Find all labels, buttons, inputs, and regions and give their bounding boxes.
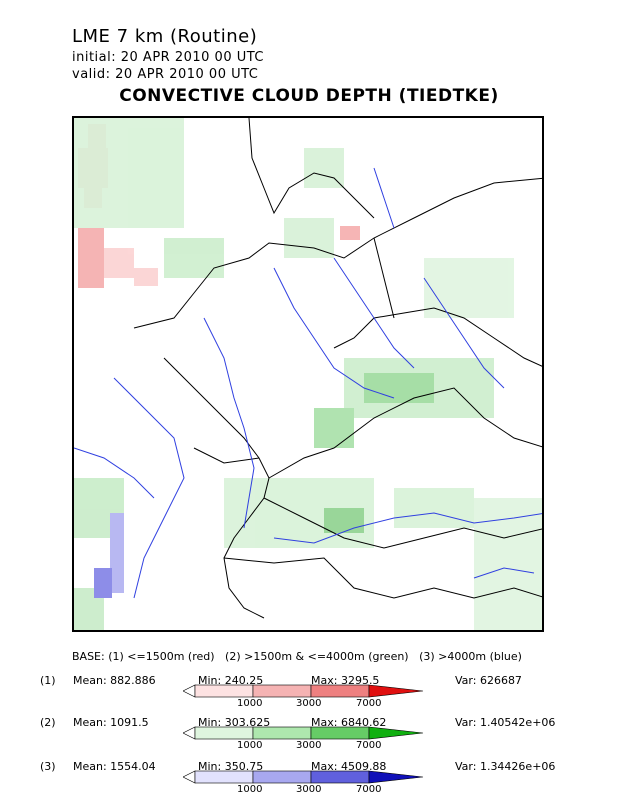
blue-shading xyxy=(94,513,124,598)
colour-scale-bar xyxy=(183,726,424,740)
variance-value: Var: 1.34426e+06 xyxy=(455,760,556,773)
index-label: (2) xyxy=(40,716,56,729)
scale-low-arrow xyxy=(183,726,196,740)
scale-segment xyxy=(310,726,370,740)
map-panel xyxy=(72,116,544,632)
mean-value: Mean: 1554.04 xyxy=(73,760,156,773)
scale-tick-label: 3000 xyxy=(296,698,322,709)
scale-high-arrow xyxy=(368,726,424,740)
scale-segment xyxy=(252,684,312,698)
scale-segment xyxy=(194,770,254,784)
stats-row: (1) Mean: 882.886 Min: 240.25 Max: 3295.5 Va… xyxy=(0,674,618,714)
run-title: LME 7 km (Routine) xyxy=(72,26,258,47)
max-value: Max: 6840.62 xyxy=(311,716,387,729)
convective-depth-map xyxy=(74,118,542,630)
index-label: (3) xyxy=(40,760,56,773)
rivers xyxy=(74,167,542,599)
scale-low-arrow xyxy=(183,770,196,784)
variance-value: Var: 626687 xyxy=(455,674,522,687)
variance-value: Var: 1.40542e+06 xyxy=(455,716,556,729)
mean-value: Mean: 1091.5 xyxy=(73,716,149,729)
scale-segment xyxy=(310,684,370,698)
scale-tick-label: 7000 xyxy=(356,784,382,795)
colour-scale-bar xyxy=(183,770,424,784)
scale-tick-label: 3000 xyxy=(296,784,322,795)
scale-tick-label: 7000 xyxy=(356,740,382,751)
min-value: Min: 240.25 xyxy=(198,674,264,687)
scale-segment xyxy=(252,770,312,784)
scale-tick-label: 1000 xyxy=(237,784,263,795)
initial-time: initial: 20 APR 2010 00 UTC xyxy=(72,50,264,65)
green-shading xyxy=(74,118,542,630)
colour-scale-bar xyxy=(183,684,424,698)
index-label: (1) xyxy=(40,674,56,687)
scale-low-arrow xyxy=(183,684,196,698)
max-value: Max: 4509.88 xyxy=(311,760,387,773)
base-legend-text: BASE: (1) <=1500m (red) (2) >1500m & <=4… xyxy=(72,650,522,663)
stats-row: (3) Mean: 1554.04 Min: 350.75 Max: 4509.88 V… xyxy=(0,760,618,800)
scale-high-arrow xyxy=(368,684,424,698)
min-value: Min: 303.625 xyxy=(198,716,271,729)
scale-high-arrow xyxy=(368,770,424,784)
mean-value: Mean: 882.886 xyxy=(73,674,156,687)
borders xyxy=(133,118,542,619)
map-title: CONVECTIVE CLOUD DEPTH (TIEDTKE) xyxy=(119,86,499,106)
scale-segment xyxy=(194,726,254,740)
scale-segment xyxy=(194,684,254,698)
scale-segment xyxy=(252,726,312,740)
scale-segment xyxy=(310,770,370,784)
scale-tick-label: 7000 xyxy=(356,698,382,709)
scale-tick-label: 1000 xyxy=(237,698,263,709)
valid-time: valid: 20 APR 2010 00 UTC xyxy=(72,67,259,82)
scale-tick-label: 3000 xyxy=(296,740,322,751)
stats-row: (2) Mean: 1091.5 Min: 303.625 Max: 6840.62 V… xyxy=(0,716,618,756)
min-value: Min: 350.75 xyxy=(198,760,264,773)
max-value: Max: 3295.5 xyxy=(311,674,380,687)
scale-tick-label: 1000 xyxy=(237,740,263,751)
